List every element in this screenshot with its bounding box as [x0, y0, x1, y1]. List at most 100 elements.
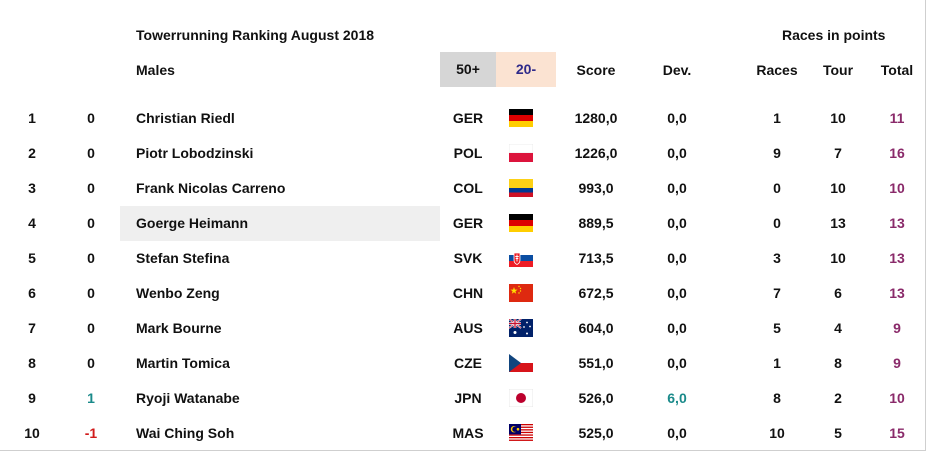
score-cell: 672,5 [578, 285, 614, 301]
rank-change-cell: 1 [87, 390, 95, 406]
athlete-name[interactable]: Ryoji Watanabe [136, 390, 240, 406]
rank-change-cell: 0 [87, 215, 95, 231]
total-cell: 15 [889, 425, 905, 441]
rank-change-cell: -1 [84, 425, 98, 441]
country-code-cell: CZE [454, 355, 482, 371]
total-cell: 10 [889, 180, 905, 196]
score-cell: 993,0 [578, 180, 614, 196]
athlete-name[interactable]: Wai Ching Soh [136, 425, 235, 441]
rank-cell: 9 [28, 390, 36, 406]
japan-flag-icon [509, 389, 533, 424]
rank-change-cell: 0 [87, 320, 95, 336]
score-cell: 551,0 [578, 355, 614, 371]
slovakia-flag-icon [509, 249, 533, 284]
rank-change-cell: 0 [87, 250, 95, 266]
races-cell: 0 [773, 180, 781, 196]
poland-flag-icon [509, 144, 533, 179]
athlete-name[interactable]: Martin Tomica [136, 355, 230, 371]
country-code-cell: GER [452, 110, 484, 126]
dev-cell: 0,0 [667, 425, 687, 441]
score-cell: 713,5 [578, 250, 614, 266]
rank-change-cell: 0 [87, 355, 95, 371]
tour-cell: 7 [834, 145, 842, 161]
dev-cell: 0,0 [667, 110, 687, 126]
races-in-points-heading: Races in points [782, 27, 886, 43]
races-cell: 8 [773, 390, 781, 406]
table-row[interactable]: 7 0 Mark Bourne AUS 604,0 0,0 5 4 9 [0, 311, 925, 346]
total-cell: 9 [893, 320, 901, 336]
total-cell: 10 [889, 390, 905, 406]
athlete-name[interactable]: Goerge Heimann [136, 215, 249, 231]
filter-50-plus-button[interactable]: 50+ [440, 52, 496, 87]
dev-cell: 6,0 [667, 390, 687, 406]
score-cell: 604,0 [578, 320, 614, 336]
races-cell: 3 [773, 250, 781, 266]
tour-cell: 4 [834, 320, 842, 336]
table-row[interactable]: 9 1 Ryoji Watanabe JPN 526,0 6,0 8 2 10 [0, 381, 925, 416]
column-header-total: Total [880, 62, 914, 78]
score-cell: 526,0 [578, 390, 614, 406]
country-code-cell: CHN [452, 285, 484, 301]
china-flag-icon [509, 284, 533, 319]
rank-cell: 10 [24, 425, 40, 441]
athlete-name[interactable]: Wenbo Zeng [136, 285, 220, 301]
total-cell: 13 [889, 215, 905, 231]
category-label: Males [136, 62, 175, 78]
tour-cell: 5 [834, 425, 842, 441]
dev-cell: 0,0 [667, 355, 687, 371]
tour-cell: 10 [830, 180, 846, 196]
table-row[interactable]: 3 0 Frank Nicolas Carreno COL 993,0 0,0 0 10 10 [0, 171, 925, 206]
total-cell: 13 [889, 285, 905, 301]
athlete-name[interactable]: Piotr Lobodzinski [136, 145, 254, 161]
column-header-tour: Tour [822, 62, 854, 78]
races-cell: 0 [773, 215, 781, 231]
tour-cell: 13 [830, 215, 846, 231]
table-row[interactable]: 6 0 Wenbo Zeng CHN 672,5 0,0 7 6 13 [0, 276, 925, 311]
table-row[interactable]: 4 0 Goerge Heimann GER 889,5 0,0 0 13 13 [0, 206, 925, 241]
table-row[interactable]: 5 0 Stefan Stefina SVK 713,5 0,0 3 10 13 [0, 241, 925, 276]
row-hover-highlight [120, 206, 440, 241]
races-cell: 1 [773, 355, 781, 371]
athlete-name[interactable]: Christian Riedl [136, 110, 235, 126]
column-header-races: Races [756, 62, 798, 78]
athlete-name[interactable]: Mark Bourne [136, 320, 222, 336]
table-row[interactable]: 1 0 Christian Riedl GER 1280,0 0,0 1 10 11 [0, 101, 925, 136]
table-row[interactable]: 8 0 Martin Tomica CZE 551,0 0,0 1 8 9 [0, 346, 925, 381]
rank-cell: 4 [28, 215, 36, 231]
score-cell: 1280,0 [574, 110, 618, 126]
page-title: Towerrunning Ranking August 2018 [136, 27, 375, 43]
dev-cell: 0,0 [667, 145, 687, 161]
tour-cell: 10 [830, 250, 846, 266]
column-header-score: Score [576, 62, 616, 78]
rank-cell: 7 [28, 320, 36, 336]
rank-change-cell: 0 [87, 180, 95, 196]
malaysia-flag-icon [509, 424, 533, 459]
column-header-dev: Dev. [662, 62, 692, 78]
filter-20-minus-button[interactable]: 20- [496, 52, 556, 87]
country-code-cell: GER [452, 215, 484, 231]
athlete-name[interactable]: Stefan Stefina [136, 250, 230, 266]
country-code-cell: POL [453, 145, 483, 161]
athlete-name[interactable]: Frank Nicolas Carreno [136, 180, 286, 196]
rank-cell: 1 [28, 110, 36, 126]
total-cell: 11 [889, 110, 905, 126]
total-cell: 13 [889, 250, 905, 266]
tour-cell: 8 [834, 355, 842, 371]
country-code-cell: AUS [453, 320, 483, 336]
races-cell: 5 [773, 320, 781, 336]
australia-flag-icon [509, 319, 533, 354]
table-row[interactable]: 2 0 Piotr Lobodzinski POL 1226,0 0,0 9 7 16 [0, 136, 925, 171]
table-row[interactable]: 10 -1 Wai Ching Soh MAS 525,0 0,0 10 5 15 [0, 416, 925, 451]
dev-cell: 0,0 [667, 285, 687, 301]
rank-change-cell: 0 [87, 285, 95, 301]
score-cell: 525,0 [578, 425, 614, 441]
country-code-cell: MAS [452, 425, 484, 441]
score-cell: 1226,0 [574, 145, 618, 161]
dev-cell: 0,0 [667, 320, 687, 336]
germany-flag-icon [509, 109, 533, 144]
rank-change-cell: 0 [87, 145, 95, 161]
tour-cell: 10 [830, 110, 846, 126]
country-code-cell: JPN [454, 390, 482, 406]
country-code-cell: SVK [453, 250, 483, 266]
